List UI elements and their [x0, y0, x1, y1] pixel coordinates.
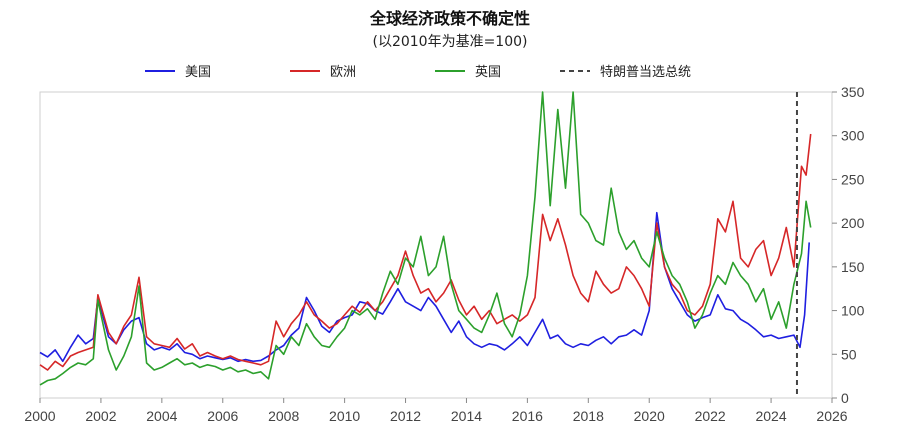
y-tick-label: 200 — [841, 215, 865, 231]
x-tick-label: 2026 — [816, 408, 847, 424]
series-line-1 — [39, 133, 812, 371]
y-tick-label: 50 — [841, 346, 857, 362]
x-tick-label: 2020 — [634, 408, 665, 424]
series-layer — [39, 91, 812, 386]
y-tick-label: 300 — [841, 128, 865, 144]
y-tick-label: 100 — [841, 303, 865, 319]
x-axis: 2000 2002 2004 2006 2008 2010 2012 2014 2016 2018… — [24, 398, 848, 424]
x-tick-label: 2018 — [573, 408, 604, 424]
x-tick-label: 2024 — [755, 408, 786, 424]
legend-label-us: 美国 — [185, 65, 211, 80]
plot-frame — [39, 91, 833, 399]
legend: 美国 欧洲 英国 特朗普当选总统 — [145, 65, 691, 80]
x-tick-label: 2000 — [24, 408, 55, 424]
x-tick-label: 2014 — [451, 408, 482, 424]
x-tick-label: 2022 — [695, 408, 726, 424]
x-tick-label: 2006 — [207, 408, 238, 424]
chart-subtitle: (以2010年为基准=100) — [372, 34, 528, 50]
legend-label-uk: 英国 — [475, 65, 501, 80]
legend-label-eu: 欧洲 — [330, 65, 356, 80]
chart-title: 全球经济政策不确定性 — [369, 9, 530, 28]
x-tick-label: 2004 — [146, 408, 177, 424]
y-tick-label: 150 — [841, 259, 865, 275]
y-tick-label: 350 — [841, 84, 865, 100]
y-axis: 0 50 100 150 200 250 300 350 — [832, 84, 865, 406]
y-tick-label: 250 — [841, 171, 865, 187]
x-tick-label: 2002 — [85, 408, 116, 424]
x-tick-label: 2008 — [268, 408, 299, 424]
x-tick-label: 2012 — [390, 408, 421, 424]
series-line-0 — [39, 211, 810, 363]
x-tick-label: 2010 — [329, 408, 360, 424]
y-tick-label: 0 — [841, 390, 849, 406]
x-tick-label: 2016 — [512, 408, 543, 424]
legend-label-event: 特朗普当选总统 — [600, 65, 691, 80]
series-line-2 — [39, 91, 812, 386]
